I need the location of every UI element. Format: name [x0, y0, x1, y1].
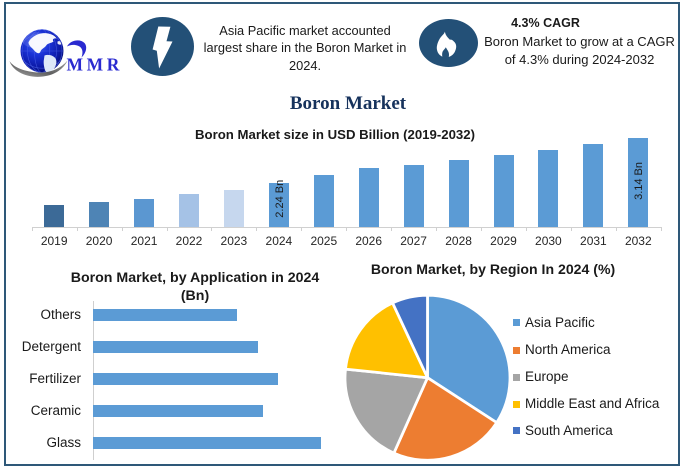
- svg-text:3.14 Bn: 3.14 Bn: [633, 162, 645, 200]
- svg-text:2.24 Bn: 2.24 Bn: [274, 180, 286, 218]
- svg-text:MMR: MMR: [67, 55, 123, 75]
